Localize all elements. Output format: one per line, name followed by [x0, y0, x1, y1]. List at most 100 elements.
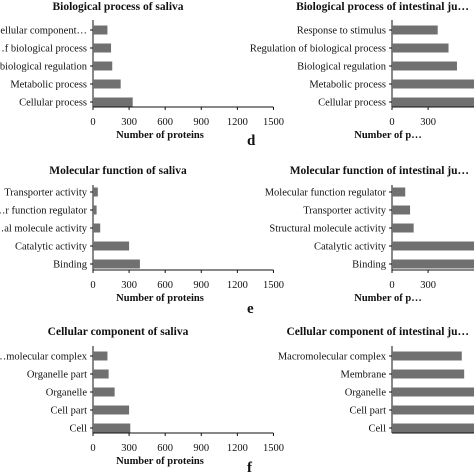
bar: [392, 79, 474, 89]
bar: [392, 97, 474, 107]
category-label: Catalytic activity: [15, 242, 88, 253]
category-label: Metabolic process: [309, 80, 386, 91]
bar: [392, 25, 438, 35]
x-tick-label: 600: [157, 443, 173, 454]
panel-label-f: f: [247, 460, 253, 474]
bar: [392, 43, 449, 53]
category-label: Organelle: [46, 388, 88, 399]
category-label: Organelle part: [27, 370, 87, 381]
bar: [93, 223, 101, 233]
category-label: Membrane: [341, 370, 387, 381]
category-label: Catalytic activity: [314, 242, 387, 253]
bar: [93, 423, 131, 433]
chart-title: Molecular function of intestinal ju…: [290, 165, 469, 177]
x-axis-label: Number of p…: [354, 130, 421, 141]
bar: [93, 405, 130, 415]
bar: [392, 351, 462, 361]
category-label: Transporter activity: [303, 206, 386, 217]
x-tick-label: 900: [193, 443, 209, 454]
category-label: Molecular function regulator: [265, 188, 387, 199]
panel-label-d: d: [247, 133, 256, 149]
chart-panel-1: Biological process of saliva Cellular com…: [0, 1, 284, 141]
x-tick-label: 0: [389, 280, 394, 291]
x-tick-label: 1500: [263, 443, 284, 454]
category-label: Regulation of biological process: [250, 44, 386, 55]
bar: [93, 259, 140, 269]
x-tick-label: 300: [121, 280, 137, 291]
category-label: Biological regulation: [297, 62, 387, 73]
category-label: Cellular process: [318, 98, 386, 109]
bar: [93, 351, 108, 361]
bar: [392, 223, 414, 233]
bar: [392, 205, 411, 215]
x-tick-label: 300: [420, 117, 436, 128]
category-label: Cellular process: [19, 98, 87, 109]
category-label: Transporter activity: [4, 188, 87, 199]
bar: [392, 187, 406, 197]
bar: [392, 241, 474, 251]
category-label: Binding: [352, 260, 387, 271]
bar: [93, 241, 130, 251]
category-label: Response to stimulus: [297, 26, 386, 37]
category-label: Metabolic process: [10, 80, 87, 91]
bar: [392, 405, 474, 415]
bar: [392, 61, 457, 71]
category-label: …r function regulator: [0, 206, 87, 217]
bar: [93, 387, 115, 397]
category-label: …f biological process: [0, 44, 87, 55]
panel-label-e: e: [247, 301, 254, 317]
x-tick-label: 1200: [227, 280, 248, 291]
category-label: Structural molecule activity: [269, 224, 386, 235]
x-tick-label: 300: [121, 117, 137, 128]
bar: [93, 205, 97, 215]
chart-panel-5: Cellular component of saliva …molecular c…: [0, 326, 284, 467]
x-tick-label: 0: [90, 117, 95, 128]
x-tick-label: 0: [90, 280, 95, 291]
x-tick-label: 600: [157, 117, 173, 128]
x-tick-label: 300: [420, 280, 436, 291]
bar: [93, 369, 109, 379]
x-axis-label: Number of proteins: [116, 130, 204, 141]
bar: [93, 79, 121, 89]
x-tick-label: 1200: [227, 443, 248, 454]
x-axis-label: Number of p…: [354, 293, 421, 304]
x-tick-label: 900: [193, 280, 209, 291]
category-label: …molecular complex: [0, 352, 88, 363]
category-label: Binding: [53, 260, 88, 271]
chart-panel-6: Cellular component of intestinal ju… Macr…: [278, 326, 474, 435]
x-tick-label: 1500: [263, 117, 284, 128]
chart-title: Biological process of intestinal ju…: [296, 1, 469, 13]
bar: [392, 387, 474, 397]
x-tick-label: 0: [90, 443, 95, 454]
category-label: Cell: [70, 424, 88, 435]
x-axis-label: Number of proteins: [116, 293, 204, 304]
chart-title: Molecular function of saliva: [49, 165, 187, 177]
chart-panel-4: Molecular function of intestinal ju… Mole…: [265, 165, 474, 304]
bar: [93, 25, 108, 35]
category-label: …al molecule activity: [0, 224, 88, 235]
category-label: Cell part: [350, 406, 387, 417]
chart-title: Cellular component of saliva: [48, 326, 189, 338]
bar: [392, 369, 465, 379]
bar: [93, 61, 113, 71]
bar: [93, 43, 112, 53]
bar: [93, 187, 98, 197]
x-axis-label: Number of proteins: [116, 456, 204, 467]
x-tick-label: 300: [121, 443, 137, 454]
category-label: …biological regulation: [0, 62, 88, 73]
x-tick-label: 0: [389, 117, 394, 128]
x-tick-label: 1200: [227, 117, 248, 128]
bar: [93, 97, 133, 107]
category-label: Cell part: [51, 406, 88, 417]
category-label: Cellular component…: [0, 26, 87, 37]
x-tick-label: 900: [193, 117, 209, 128]
chart-title: Cellular component of intestinal ju…: [286, 326, 469, 338]
chart-title: Biological process of saliva: [52, 1, 183, 13]
category-label: Organelle: [345, 388, 387, 399]
bar: [392, 423, 474, 433]
chart-panel-2: Biological process of intestinal ju… Resp…: [250, 1, 474, 141]
x-tick-label: 600: [157, 280, 173, 291]
x-tick-label: 1500: [263, 280, 284, 291]
category-label: Cell: [369, 424, 387, 435]
